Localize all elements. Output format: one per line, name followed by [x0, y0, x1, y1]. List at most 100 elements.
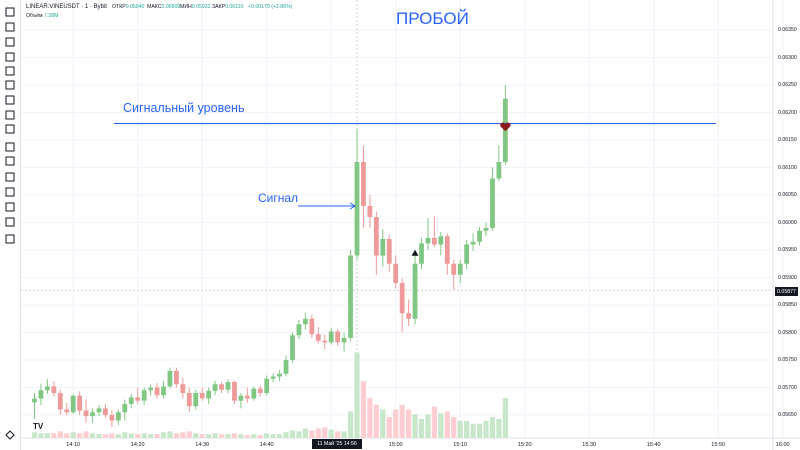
- volume-bar: [83, 431, 89, 438]
- pitchfork-icon[interactable]: [2, 50, 18, 64]
- volume-bar: [399, 404, 405, 438]
- price-tick-label: 0.06100: [778, 164, 797, 171]
- fib-icon[interactable]: [2, 64, 18, 78]
- stay-in-drawing-icon[interactable]: [2, 185, 18, 199]
- volume-bar: [31, 432, 38, 438]
- volume-bar: [51, 433, 57, 438]
- signal-label[interactable]: Сигнал: [258, 191, 299, 205]
- volume-bar: [193, 433, 199, 438]
- candle-body: [167, 371, 173, 387]
- price-tick-label: 0.06200: [778, 109, 797, 116]
- volume-bar: [270, 434, 276, 438]
- price-tick-label: 0.06350: [778, 27, 797, 33]
- emoji-icon[interactable]: [2, 122, 18, 136]
- candle-body: [361, 162, 366, 206]
- object-tree-icon[interactable]: [2, 428, 18, 442]
- text-icon[interactable]: [2, 108, 18, 122]
- volume-bar: [496, 419, 502, 438]
- volume-bar: [180, 432, 186, 438]
- candle-body: [238, 395, 244, 401]
- volume-bar: [296, 431, 302, 438]
- volume-bar: [77, 433, 83, 438]
- ruler-icon[interactable]: [2, 140, 18, 154]
- volume-bar: [470, 423, 476, 438]
- candle-body: [115, 412, 121, 421]
- candle-body: [206, 390, 212, 399]
- candle-body: [419, 243, 424, 264]
- horizontal-lines-icon[interactable]: [2, 35, 18, 49]
- tradingview-logo[interactable]: TV: [33, 422, 44, 431]
- breakout-title[interactable]: ПРОБОЙ: [396, 9, 469, 28]
- eye-icon[interactable]: [2, 215, 18, 229]
- volume-bar: [283, 432, 289, 438]
- volume-bar: [128, 433, 134, 438]
- candle-body: [483, 228, 489, 231]
- candle-body: [303, 318, 308, 325]
- candle-body: [354, 162, 360, 256]
- time-tick-label: 14:30: [195, 442, 210, 448]
- brush-icon[interactable]: [2, 93, 18, 107]
- candle-body: [38, 390, 44, 399]
- volume-bar: [289, 430, 296, 438]
- exit-heart-marker: [500, 122, 511, 132]
- candle-body: [399, 283, 405, 314]
- zoom-in-icon[interactable]: [2, 154, 18, 168]
- volume-bar: [373, 404, 379, 438]
- signal-arrowhead: [349, 202, 356, 210]
- candle-body: [290, 335, 295, 360]
- volume-bar: [264, 433, 270, 438]
- candle-body: [477, 230, 482, 242]
- signal-level-label[interactable]: Сигнальный уровень: [123, 101, 245, 115]
- candle-body: [470, 241, 476, 245]
- volume-bar: [141, 433, 147, 438]
- price-tick-label: 0.05800: [778, 329, 797, 336]
- volume-bar: [322, 427, 328, 438]
- lock-icon[interactable]: [2, 200, 18, 214]
- volume-bar: [251, 434, 257, 438]
- candle-body: [83, 410, 89, 417]
- volume-bar: [186, 431, 192, 438]
- candle-body: [257, 388, 263, 393]
- candle-body: [103, 408, 108, 415]
- time-tick-label: 15:50: [711, 442, 726, 448]
- volume-bar: [309, 430, 315, 438]
- ohlc-low: МИН0.05932: [180, 4, 211, 10]
- crosshair-icon[interactable]: [2, 5, 18, 19]
- volume-bar: [444, 411, 450, 438]
- candle-body: [199, 393, 205, 399]
- volume-legend: Объём 7.38M: [26, 13, 59, 19]
- trend-line-icon[interactable]: [2, 20, 18, 34]
- trash-icon[interactable]: [2, 232, 18, 246]
- volume-bar: [315, 428, 321, 438]
- volume-bar: [406, 409, 412, 438]
- price-tick-label: 0.05950: [778, 247, 797, 253]
- volume-bar: [425, 414, 431, 438]
- volume-bar: [257, 435, 263, 438]
- candle-body: [109, 415, 115, 421]
- candle-body: [283, 360, 289, 374]
- volume-bar: [109, 433, 115, 438]
- price-tick-label: 0.06050: [778, 192, 797, 198]
- volume-bar: [464, 420, 470, 438]
- candle-body: [309, 318, 315, 335]
- ohlc-open: ОТКР0.05940: [112, 4, 145, 10]
- volume-bar: [457, 420, 463, 438]
- magnet-icon[interactable]: [2, 170, 18, 184]
- volume-bar: [328, 429, 334, 438]
- candle-body: [122, 404, 128, 413]
- volume-bar: [367, 398, 373, 438]
- volume-bar: [212, 433, 218, 438]
- volume-bar: [89, 433, 96, 438]
- volume-bar: [154, 434, 160, 438]
- time-tick-label: 15:30: [582, 442, 597, 448]
- volume-bar: [277, 434, 283, 438]
- candle-body: [180, 384, 186, 393]
- symbol-title[interactable]: LINEAR:VINEUSDT · 1 · Bybit: [26, 4, 107, 10]
- candle-body: [135, 397, 141, 401]
- projection-icon[interactable]: [2, 78, 18, 92]
- time-tick-label: 14:40: [259, 442, 274, 448]
- current-price-tag: 0.05877: [775, 287, 798, 296]
- volume-bar: [167, 431, 173, 438]
- candle-body: [128, 397, 134, 404]
